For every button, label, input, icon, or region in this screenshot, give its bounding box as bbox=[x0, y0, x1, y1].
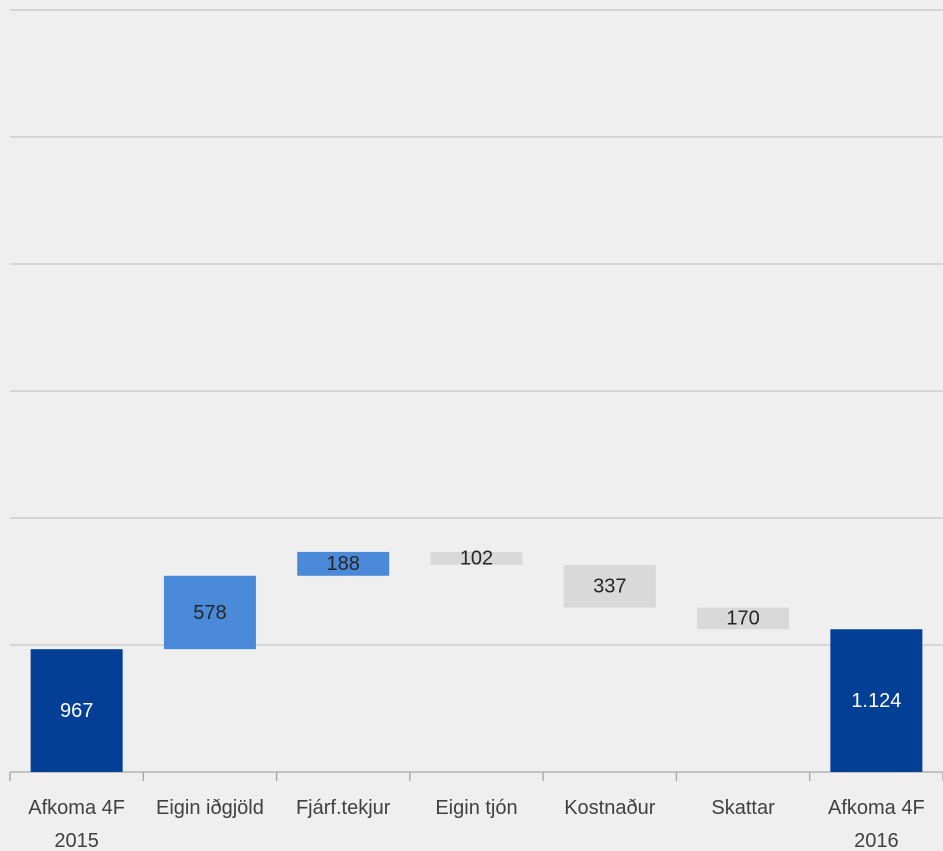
value-label: 170 bbox=[726, 608, 759, 630]
bar bbox=[697, 607, 790, 630]
bar bbox=[830, 629, 923, 772]
x-tick-label: Kostnaður bbox=[564, 797, 656, 819]
value-label: 188 bbox=[327, 553, 360, 575]
value-label: 1.124 bbox=[851, 690, 901, 712]
bar bbox=[297, 551, 390, 576]
x-tick-label: Eigin iðgjöld bbox=[155, 797, 264, 819]
x-tick-label: Fjárf.tekjur bbox=[295, 797, 391, 819]
value-label: 337 bbox=[593, 576, 626, 598]
x-tick-label: Skattar bbox=[711, 797, 775, 819]
value-label: 102 bbox=[460, 548, 493, 570]
x-tick-label: Afkoma 4F 2015 bbox=[28, 797, 125, 851]
bar bbox=[563, 564, 656, 608]
bar bbox=[163, 575, 256, 650]
value-label: 967 bbox=[60, 700, 93, 722]
x-tick-label: Afkoma 4F 2016 bbox=[827, 797, 925, 851]
x-tick-label: Eigin tjón bbox=[435, 797, 518, 819]
bar bbox=[430, 551, 523, 565]
value-label: 578 bbox=[193, 602, 226, 624]
bar bbox=[30, 649, 123, 772]
